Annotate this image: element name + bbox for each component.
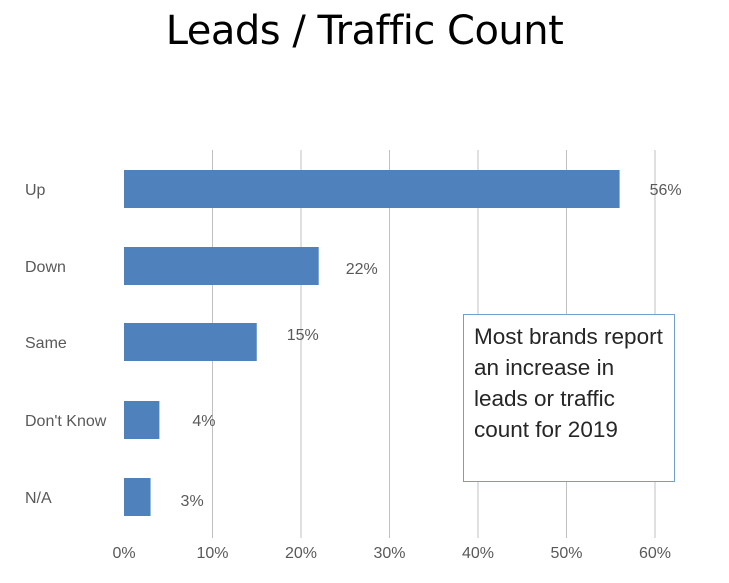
category-label: Up — [25, 182, 46, 199]
x-tick-label: 20% — [285, 545, 317, 562]
data-label: 22% — [346, 261, 378, 278]
x-tick-label: 40% — [462, 545, 494, 562]
callout-box: Most brands report an increase in leads … — [463, 314, 675, 482]
category-label: Same — [25, 335, 67, 352]
chart-title: Leads / Traffic Count — [165, 8, 564, 54]
x-tick-label: 50% — [550, 545, 582, 562]
data-label: 3% — [181, 493, 204, 510]
x-tick-label: 0% — [112, 545, 135, 562]
bar — [124, 478, 151, 516]
data-label: 4% — [192, 413, 215, 430]
bar — [124, 323, 257, 361]
x-tick-label: 10% — [196, 545, 228, 562]
category-label: N/A — [25, 490, 52, 507]
data-label: 15% — [287, 327, 319, 344]
bar — [124, 247, 319, 285]
category-label: Down — [25, 259, 66, 276]
bar — [124, 170, 620, 208]
data-label: 56% — [650, 182, 682, 199]
category-label: Don't Know — [25, 413, 107, 430]
x-tick-label: 30% — [373, 545, 405, 562]
x-tick-label: 60% — [639, 545, 671, 562]
bar — [124, 401, 160, 439]
